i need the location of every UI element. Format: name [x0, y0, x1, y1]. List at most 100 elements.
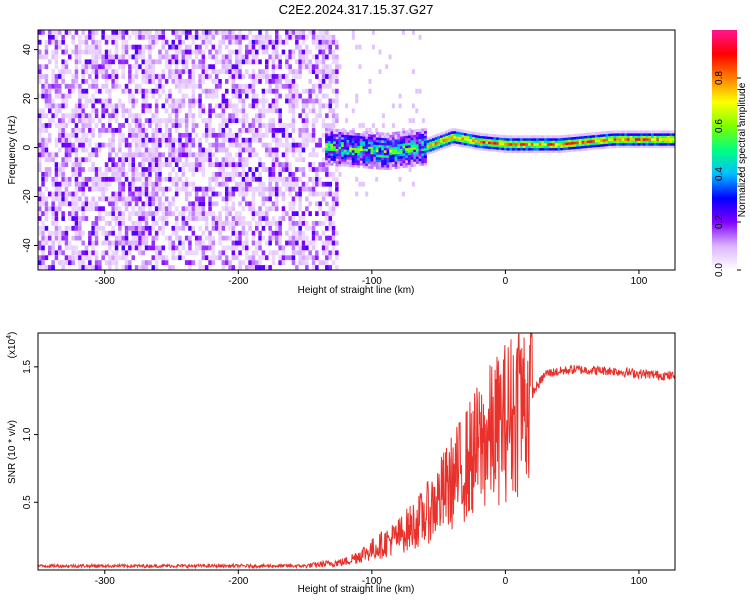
heatmap-cell — [184, 260, 189, 265]
heatmap-cell — [346, 141, 350, 145]
heatmap-cell — [201, 211, 206, 216]
heatmap-cell — [168, 211, 172, 216]
heatmap-cell — [245, 245, 249, 251]
heatmap-cell — [151, 39, 155, 45]
heatmap-cell — [121, 103, 125, 109]
heatmap-cell — [525, 140, 529, 144]
heatmap-cell — [124, 39, 129, 45]
heatmap-cell — [58, 235, 62, 241]
heatmap-cell — [171, 44, 175, 50]
heatmap-cell — [576, 138, 580, 142]
heatmap-cell — [144, 74, 149, 79]
heatmap-cell — [413, 146, 417, 150]
heatmap-cell — [645, 137, 649, 141]
heatmap-cell — [328, 240, 332, 246]
heatmap-cell — [295, 221, 299, 226]
heatmap-cell — [335, 54, 339, 60]
heatmap-cell — [128, 54, 132, 60]
y-tick-label: 0.5 — [22, 495, 33, 509]
heatmap-cell — [520, 145, 524, 149]
heatmap-cell — [131, 128, 135, 133]
heatmap-cell — [461, 129, 465, 133]
heatmap-cell — [245, 186, 249, 192]
heatmap-cell — [158, 201, 162, 207]
heatmap-cell — [151, 167, 155, 172]
heatmap-cell — [44, 172, 49, 177]
heatmap-cell — [74, 79, 79, 84]
heatmap-cell — [530, 142, 534, 146]
heatmap-cell — [171, 265, 175, 270]
heatmap-cell — [378, 159, 382, 163]
heatmap-cell — [61, 79, 65, 84]
heatmap-cell — [151, 59, 155, 65]
heatmap-cell — [194, 240, 199, 246]
heatmap-cell — [271, 137, 276, 143]
heatmap-cell — [295, 235, 299, 241]
heatmap-cell — [174, 181, 179, 187]
heatmap-cell — [399, 136, 403, 139]
heatmap-cell — [144, 118, 149, 123]
heatmap-cell — [335, 88, 339, 94]
heatmap-cell — [354, 152, 358, 156]
heatmap-cell — [298, 235, 302, 241]
heatmap-cell — [178, 118, 182, 123]
heatmap-cell — [44, 44, 49, 50]
heatmap-cell — [525, 147, 529, 151]
heatmap-cell — [241, 74, 246, 79]
heatmap-cell — [305, 98, 309, 104]
heatmap-cell — [121, 88, 125, 94]
heatmap-cell — [386, 157, 390, 161]
heatmap-cell — [235, 103, 239, 109]
heatmap-cell — [181, 186, 186, 192]
heatmap-cell — [235, 152, 239, 158]
heatmap-cell — [134, 132, 139, 138]
heatmap-cell — [418, 128, 422, 132]
heatmap-cell — [58, 123, 62, 128]
heatmap-cell — [251, 34, 256, 40]
heatmap-cell — [278, 74, 282, 79]
heatmap-cell — [84, 113, 89, 119]
heatmap-cell — [343, 151, 347, 155]
heatmap-cell — [178, 235, 182, 241]
heatmap-cell — [181, 79, 186, 84]
heatmap-cell — [333, 155, 337, 159]
heatmap-cell — [469, 140, 473, 144]
heatmap-cell — [131, 103, 135, 109]
heatmap-cell — [632, 145, 636, 149]
heatmap-cell — [373, 163, 377, 167]
heatmap-cell — [331, 225, 336, 231]
heatmap-cell — [634, 135, 638, 139]
heatmap-cell — [391, 163, 395, 167]
heatmap-cell — [164, 255, 169, 261]
heatmap-cell — [104, 260, 109, 265]
heatmap-cell — [325, 211, 329, 216]
heatmap-cell — [346, 146, 350, 150]
heatmap-cell — [58, 167, 62, 172]
heatmap-cell — [335, 153, 339, 157]
heatmap-cell — [448, 136, 451, 140]
heatmap-cell — [349, 156, 353, 160]
heatmap-cell — [131, 167, 135, 172]
heatmap-cell — [64, 132, 69, 138]
heatmap-cell — [381, 166, 385, 170]
heatmap-cell — [493, 148, 497, 152]
heatmap-cell — [251, 260, 256, 265]
heatmap-cell — [378, 151, 382, 155]
heatmap-cell — [265, 98, 269, 104]
heatmap-cell — [181, 93, 186, 99]
heatmap-cell — [184, 157, 189, 163]
heatmap-cell — [621, 142, 625, 146]
heatmap-cell — [128, 250, 132, 256]
heatmap-cell — [88, 240, 92, 246]
heatmap-cell — [402, 162, 406, 166]
heatmap-cell — [255, 49, 259, 55]
heatmap-cell — [271, 235, 276, 241]
heatmap-cell — [261, 181, 266, 187]
heatmap-cell — [429, 136, 433, 140]
heatmap-cell — [51, 34, 55, 40]
heatmap-cell — [315, 167, 319, 172]
heatmap-cell — [520, 137, 524, 141]
heatmap-cell — [211, 186, 216, 192]
heatmap-cell — [44, 83, 49, 89]
heatmap-cell — [600, 131, 604, 135]
